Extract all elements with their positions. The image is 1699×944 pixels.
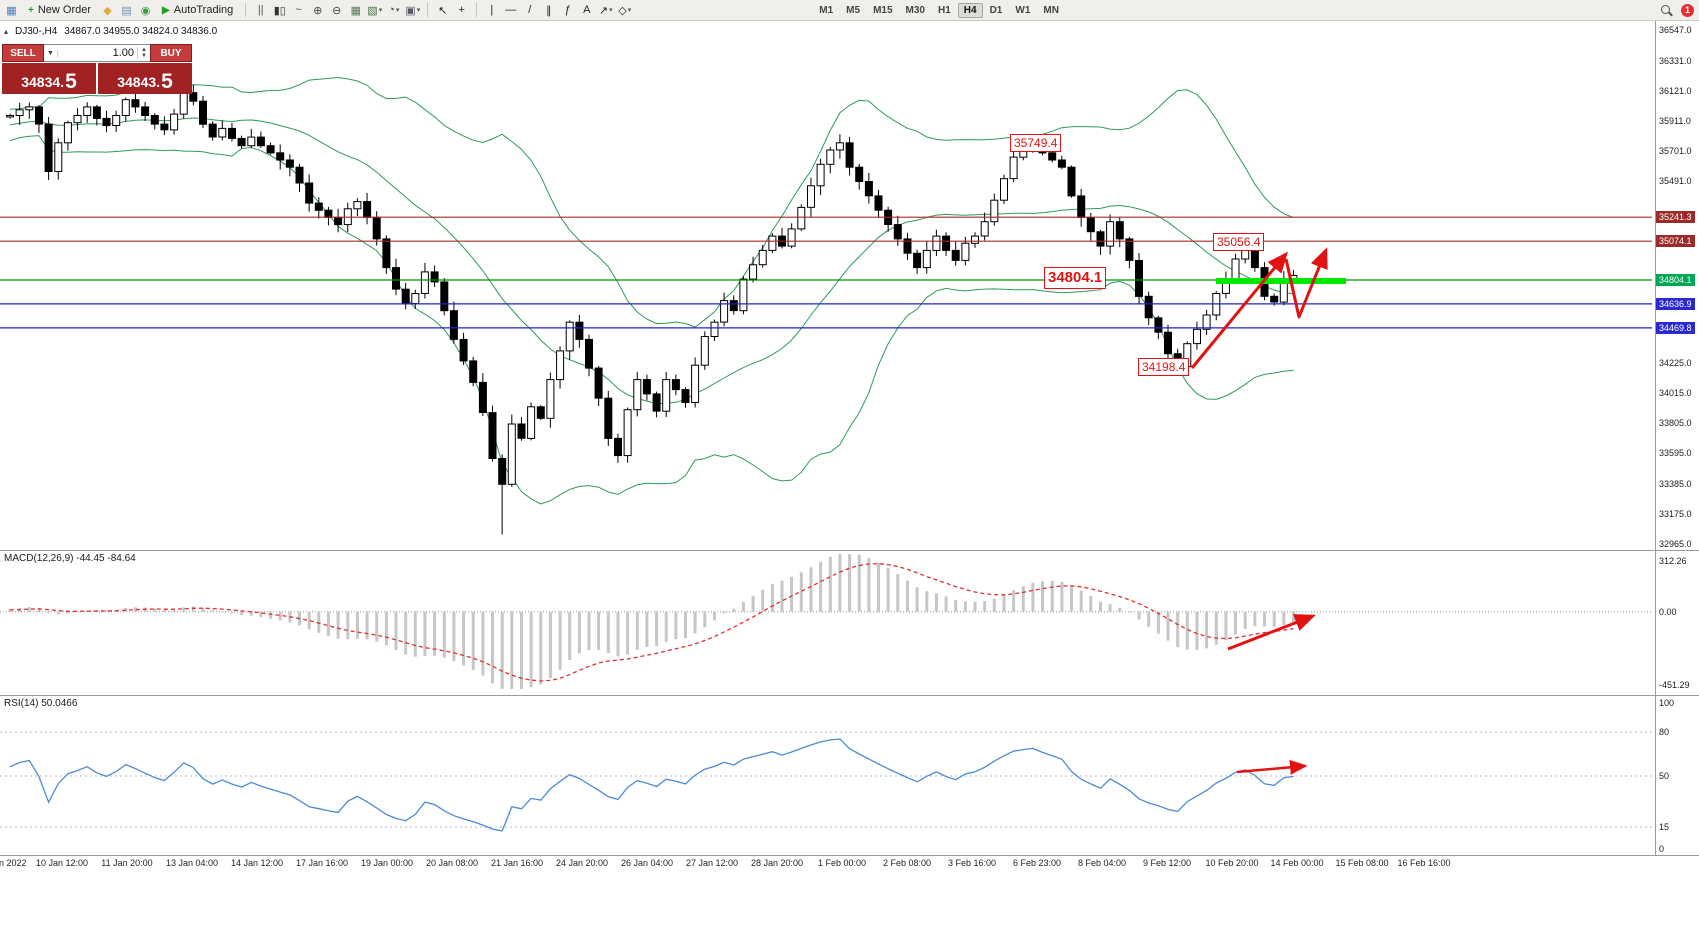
- candlestick-series[interactable]: [6, 84, 1298, 535]
- macd-signal-line: [9, 563, 1294, 682]
- toolbar-separator: [245, 3, 247, 17]
- top-toolbar: ▦ + New Order ◆ ▤ ◉ ▶ AutoTrading || ▮▯ ~ ⊕ ⊖ ▦ ▧ ▾ ◔ ▾ ▣ ▾…: [0, 0, 1699, 21]
- lot-decrease-icon[interactable]: ▼: [141, 53, 147, 59]
- support-highlight-bar[interactable]: [1216, 278, 1346, 284]
- new-order-button-icon: +: [28, 4, 34, 16]
- buy-button[interactable]: BUY: [150, 44, 192, 62]
- lot-increase-icon[interactable]: ▲: [141, 47, 147, 53]
- new-chart-icon-caret: ▾: [378, 7, 383, 14]
- new-chart-icon[interactable]: ▧ ▾: [367, 4, 383, 17]
- bollinger-bands: [9, 76, 1294, 505]
- sell-price-main: 34834.: [21, 74, 65, 90]
- new-order-button[interactable]: + New Order: [22, 1, 97, 19]
- autotrading-button-icon: ▶: [162, 4, 170, 16]
- sell-price-display[interactable]: 34834. 5: [2, 63, 96, 94]
- one-click-trading-panel: SELL ▼ 1.00 ▲ ▼ BUY 34834. 5 34843. 5: [2, 44, 192, 94]
- fibonacci-icon[interactable]: ƒ: [564, 4, 571, 16]
- metaeditor-icon[interactable]: ◆: [103, 4, 112, 17]
- screenshot-icon[interactable]: ▣ ▾: [405, 4, 421, 17]
- sell-button[interactable]: SELL: [2, 44, 44, 62]
- clock-icon[interactable]: ◔ ▾: [388, 4, 400, 16]
- timeframe-h4-button[interactable]: H4: [957, 2, 983, 18]
- notification-badge[interactable]: 1: [1681, 3, 1694, 17]
- toolbar-separator: [476, 3, 478, 17]
- app-chart-icon[interactable]: ▦: [6, 4, 17, 17]
- rsi-label: RSI(14) 50.0466: [4, 698, 78, 709]
- candlestick-chart-icon[interactable]: ▮▯: [273, 4, 286, 17]
- chart-ohlc-values: 34867.0 34955.0 34824.0 34836.0: [64, 26, 218, 37]
- buy-price-big-digit: 5: [161, 70, 173, 93]
- timeframe-m15-button[interactable]: M15: [873, 4, 893, 16]
- clock-icon-caret: ▾: [395, 7, 400, 14]
- new-order-button-label: New Order: [37, 4, 92, 16]
- horizontal-level-lines[interactable]: [0, 216, 1652, 329]
- buy-price-main: 34843.: [117, 74, 161, 90]
- timeframe-group: M1 M5 M15 M30 H1 H4 D1 W1 MN: [813, 2, 1065, 18]
- channel-icon[interactable]: ∥: [546, 4, 552, 17]
- vertical-line-icon[interactable]: |: [490, 4, 494, 16]
- screenshot-icon-caret: ▾: [416, 7, 421, 14]
- rsi-line: [9, 738, 1294, 832]
- macd-label: MACD(12,26,9) -44.45 -84.64: [4, 553, 136, 564]
- terminal-icon[interactable]: ▤: [121, 4, 132, 17]
- horizontal-line-icon[interactable]: —: [505, 4, 517, 16]
- trend-arrows[interactable]: [1190, 247, 1328, 775]
- timeframe-mn-button[interactable]: MN: [1043, 4, 1059, 16]
- timeframe-m30-button[interactable]: M30: [905, 4, 925, 16]
- timeframe-m1-button[interactable]: M1: [819, 4, 834, 16]
- cursor-icon[interactable]: ↖: [438, 4, 448, 17]
- refresh-icon[interactable]: ◉: [140, 4, 151, 17]
- search-icon[interactable]: [1660, 4, 1673, 17]
- shapes-icon-caret: ▾: [627, 7, 632, 14]
- toolbar-separator: [427, 3, 429, 17]
- tile-windows-icon[interactable]: ▦: [350, 4, 361, 17]
- macd-histogram: [8, 554, 1295, 689]
- chart-symbol-period: DJ30-,H4: [15, 26, 58, 37]
- zoom-out-icon[interactable]: ⊖: [332, 4, 342, 17]
- timeframe-h1-button[interactable]: H1: [937, 4, 951, 16]
- sell-price-big-digit: 5: [65, 70, 77, 93]
- lot-stepper: ▲ ▼: [137, 47, 150, 59]
- trade-buttons-row: SELL ▼ 1.00 ▲ ▼ BUY: [2, 44, 192, 62]
- arrows-icon-caret: ▾: [609, 7, 613, 14]
- text-icon[interactable]: A: [583, 4, 591, 16]
- crosshair-icon[interactable]: +: [458, 4, 465, 16]
- timeframe-m5-button[interactable]: M5: [846, 4, 861, 16]
- timeframe-w1-button[interactable]: W1: [1015, 4, 1031, 16]
- chart-symbol-icon: ▴: [4, 27, 9, 36]
- bar-chart-icon[interactable]: ||: [257, 4, 264, 16]
- autotrading-button-label: AutoTrading: [173, 4, 234, 16]
- shapes-icon[interactable]: ◇ ▾: [618, 4, 632, 17]
- lot-size-control[interactable]: ▼ 1.00 ▲ ▼: [44, 44, 150, 62]
- trendline-icon[interactable]: /: [528, 4, 532, 16]
- line-chart-icon[interactable]: ~: [295, 4, 302, 16]
- lot-size-value[interactable]: 1.00: [112, 47, 134, 59]
- buy-price-display[interactable]: 34843. 5: [98, 63, 192, 94]
- lot-dropdown-icon[interactable]: ▼: [44, 49, 58, 57]
- zoom-in-icon[interactable]: ⊕: [313, 4, 323, 17]
- arrows-icon[interactable]: ↗ ▾: [598, 4, 613, 17]
- timeframe-d1-button[interactable]: D1: [989, 4, 1003, 16]
- autotrading-button[interactable]: ▶ AutoTrading: [156, 1, 239, 19]
- trade-prices-row: 34834. 5 34843. 5: [2, 63, 192, 94]
- chart-ohlc-header: ▴ DJ30-,H4 34867.0 34955.0 34824.0 34836…: [4, 26, 217, 37]
